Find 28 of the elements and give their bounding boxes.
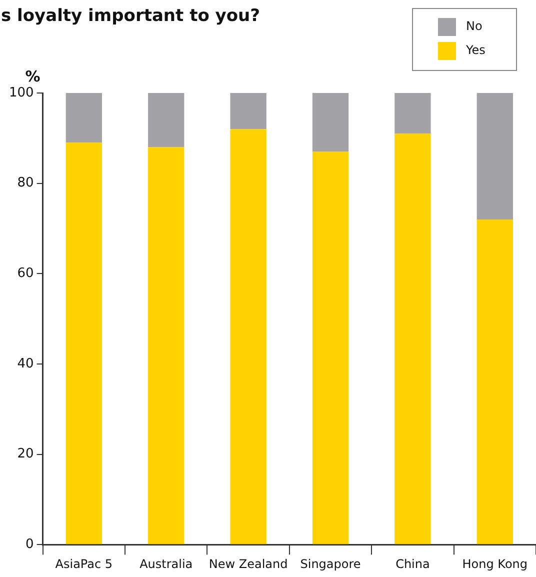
- bar: [148, 93, 184, 148]
- x-tick-label: AsiaPac 5: [55, 556, 113, 571]
- y-tick-label: 0: [26, 536, 34, 552]
- bar: [230, 129, 266, 544]
- x-tick-label: Hong Kong: [462, 556, 528, 571]
- bar: [230, 93, 266, 130]
- y-tick-label: 80: [17, 176, 34, 191]
- x-tick-label: New Zealand: [208, 556, 288, 571]
- bar: [394, 93, 431, 134]
- y-tick-label: 100: [8, 85, 34, 100]
- y-tick-label: 20: [17, 446, 34, 462]
- bar: [476, 93, 513, 220]
- x-tick-label: Singapore: [300, 556, 361, 571]
- x-tick-label: Australia: [140, 556, 193, 571]
- bar: [312, 93, 349, 152]
- x-tick-label: China: [396, 556, 430, 571]
- bar: [148, 147, 184, 544]
- y-tick-label: 40: [17, 356, 34, 372]
- y-tick-label: 60: [17, 266, 34, 282]
- bar: [394, 134, 431, 544]
- bar: [312, 152, 349, 544]
- y-axis-title: %: [25, 67, 40, 86]
- bar: [66, 142, 102, 544]
- chart-title: s loyalty important to you?: [1, 6, 260, 26]
- bar: [66, 93, 102, 143]
- bar: [476, 219, 513, 544]
- legend-label: Yes: [465, 43, 486, 58]
- legend-label: No: [466, 19, 482, 34]
